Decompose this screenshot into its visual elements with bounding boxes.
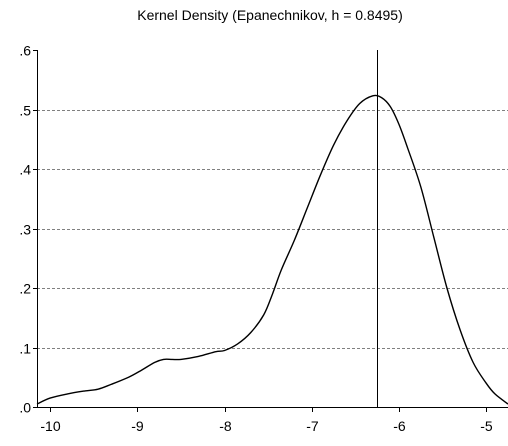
density-line	[36, 94, 508, 405]
y-tick-label-4: .4	[19, 162, 31, 178]
x-tick-label-0: -10	[40, 418, 60, 434]
x-tick-label-2: -8	[219, 418, 232, 434]
y-tick-label-3: .3	[19, 222, 31, 238]
x-tick-label-1: -9	[131, 418, 144, 434]
y-tick-label-6: .6	[19, 43, 31, 59]
y-tick-label-2: .2	[19, 281, 31, 297]
chart-title: Kernel Density (Epanechnikov, h = 0.8495…	[137, 7, 403, 23]
x-tick-label-5: -5	[480, 418, 493, 434]
y-tick-label-0: .0	[19, 400, 31, 416]
y-axis: .0 .1 .2 .3 .4 .5 .6	[19, 43, 38, 416]
x-axis: -10 -9 -8 -7 -6 -5	[37, 407, 508, 434]
grid	[37, 110, 508, 349]
y-tick-label-5: .5	[19, 103, 31, 119]
x-tick-label-4: -6	[393, 418, 406, 434]
x-tick-label-3: -7	[306, 418, 319, 434]
y-tick-label-1: .1	[19, 341, 31, 357]
